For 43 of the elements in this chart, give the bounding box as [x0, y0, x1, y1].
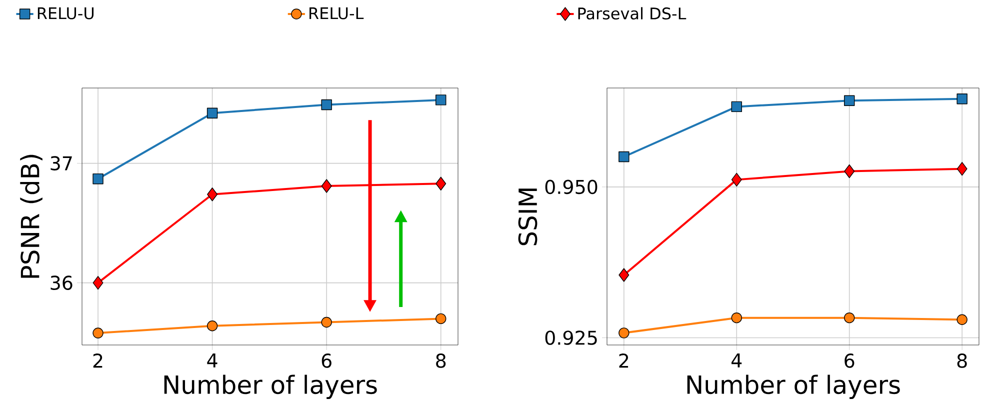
point — [92, 276, 104, 290]
point — [956, 314, 968, 325]
point — [731, 101, 742, 112]
point — [956, 162, 968, 176]
point — [731, 312, 742, 324]
point — [844, 95, 855, 106]
y-axis-title: SSIM — [518, 188, 538, 246]
point — [207, 188, 218, 202]
point — [92, 328, 104, 338]
x-tick-label: 8 — [436, 354, 446, 368]
x-tick-label: 2 — [93, 354, 102, 368]
y-tick-label: 37 — [50, 156, 72, 170]
x-axis-title: Number of layers — [164, 374, 377, 399]
legend-label: RELU-L — [310, 7, 364, 20]
point — [618, 268, 630, 282]
x-tick-label: 2 — [619, 354, 628, 368]
y-tick-label: 36 — [50, 276, 72, 290]
x-tick-label: 4 — [207, 354, 218, 368]
point — [844, 312, 855, 324]
x-tick-label: 4 — [732, 354, 742, 368]
legend-label: RELU-U — [38, 7, 94, 20]
point — [321, 99, 332, 110]
point — [618, 328, 630, 338]
x-tick-label: 6 — [322, 354, 332, 368]
point — [956, 94, 968, 104]
y-axis-title: PSNR (dB) — [20, 154, 42, 278]
y-tick-label: 0.950 — [545, 180, 598, 194]
point — [321, 316, 332, 328]
y-tick-label: 0.925 — [545, 330, 597, 345]
point — [731, 172, 742, 187]
point — [436, 176, 446, 190]
point — [206, 320, 218, 332]
point — [436, 94, 446, 106]
point — [618, 151, 630, 162]
point — [206, 108, 218, 118]
legend-label: Parseval DS-L — [578, 7, 686, 20]
x-axis-title: Number of layers — [687, 374, 900, 399]
point — [92, 173, 104, 184]
point — [844, 164, 855, 178]
point — [436, 313, 446, 324]
point — [321, 179, 332, 193]
x-tick-label: 8 — [957, 354, 967, 368]
x-tick-label: 6 — [844, 354, 854, 368]
